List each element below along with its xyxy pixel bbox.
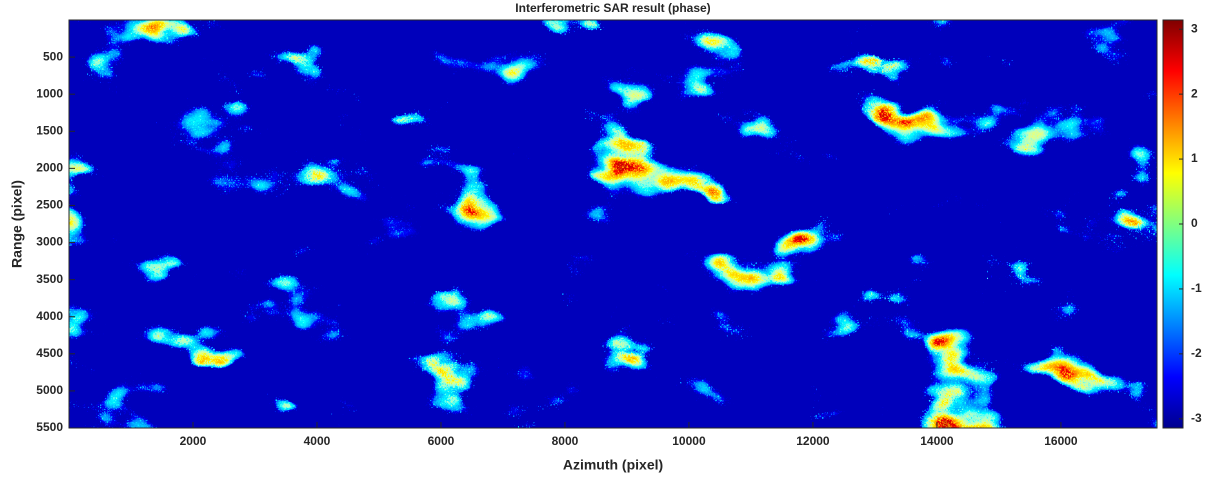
colorbar-tick-label: 0 (1191, 216, 1198, 230)
y-tick-label: 1000 (36, 86, 63, 100)
y-tick-label: 3000 (36, 235, 63, 249)
x-tick-label: 8000 (552, 434, 579, 448)
x-tick-label: 2000 (180, 434, 207, 448)
y-axis-label: Range (pixel) (9, 180, 25, 268)
y-tick-label: 5000 (36, 383, 63, 397)
x-tick-label: 6000 (428, 434, 455, 448)
y-tick-label: 500 (43, 49, 63, 63)
colorbar-tick-label: 1 (1191, 151, 1198, 165)
y-tick-label: 5500 (36, 420, 63, 434)
x-tick-label: 12000 (796, 434, 830, 448)
phase-image (69, 20, 1157, 428)
x-tick-label: 10000 (672, 434, 706, 448)
plot-frame (68, 19, 1158, 429)
y-tick-label: 2500 (36, 198, 63, 212)
colorbar-tick-label: -1 (1191, 281, 1202, 295)
x-axis-label: Azimuth (pixel) (563, 457, 663, 473)
colorbar-tick-label: -2 (1191, 346, 1202, 360)
x-tick-label: 4000 (304, 434, 331, 448)
colorbar-tick-label: -3 (1191, 411, 1202, 425)
colorbar-tick-label: 2 (1191, 86, 1198, 100)
y-tick-label: 1500 (36, 123, 63, 137)
x-tick-label: 14000 (920, 434, 954, 448)
y-tick-label: 2000 (36, 161, 63, 175)
y-tick-label: 4000 (36, 309, 63, 323)
chart-title: Interferometric SAR result (phase) (515, 1, 710, 15)
colorbar-tick-label: 3 (1191, 21, 1198, 35)
y-tick-label: 3500 (36, 272, 63, 286)
x-tick-label: 16000 (1044, 434, 1078, 448)
y-tick-label: 4500 (36, 346, 63, 360)
